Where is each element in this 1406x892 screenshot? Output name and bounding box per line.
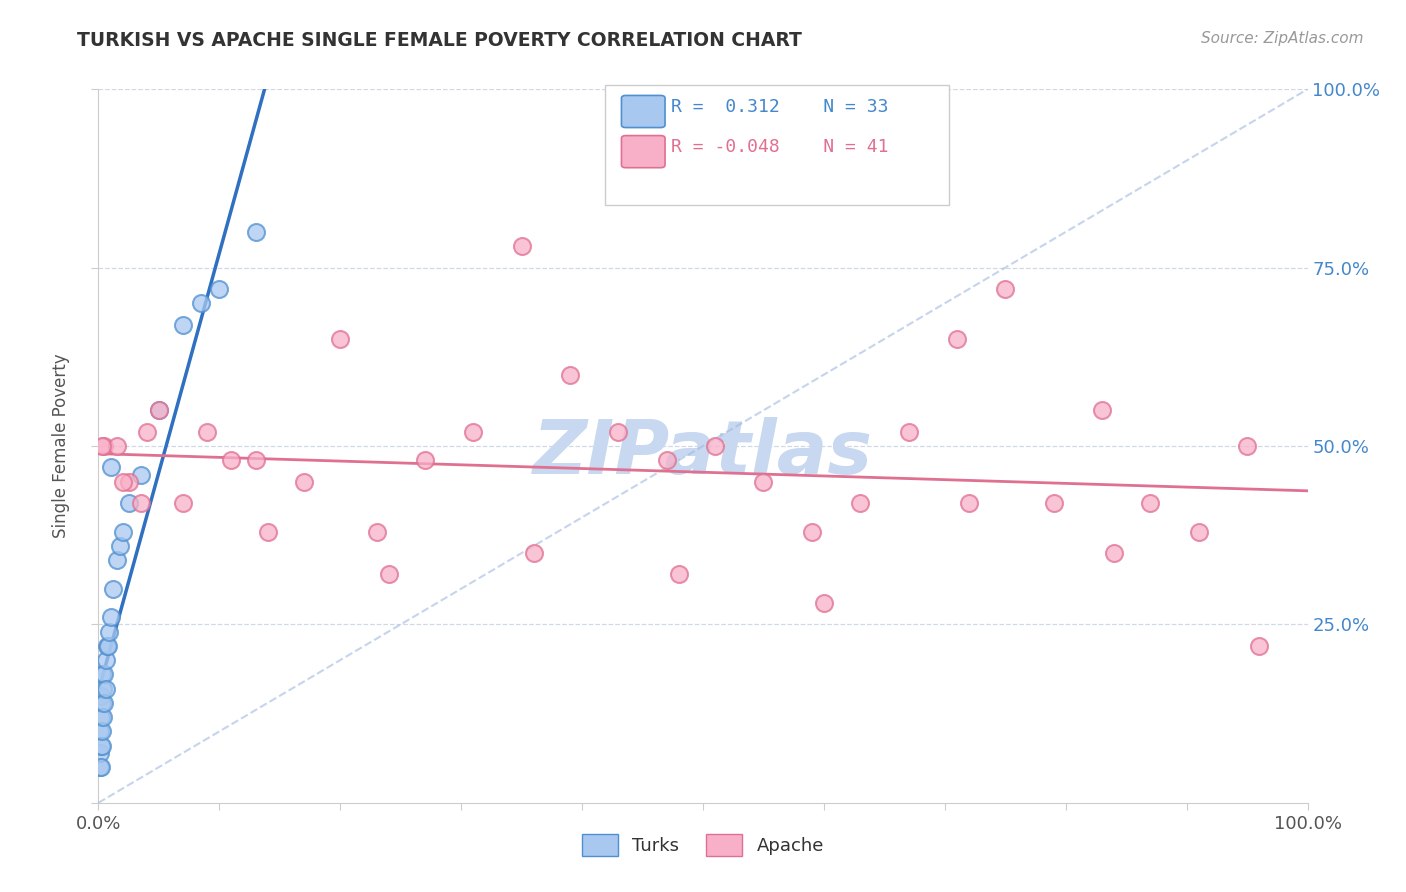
- Point: [256, 524, 278, 539]
- Point: [129, 496, 152, 510]
- Point: [1236, 439, 1258, 453]
- Point: [98, 624, 121, 639]
- Point: [897, 425, 920, 439]
- Point: [100, 460, 122, 475]
- Point: [221, 453, 243, 467]
- Point: [118, 475, 141, 489]
- Point: [108, 539, 131, 553]
- Point: [1102, 546, 1125, 560]
- Point: [90, 760, 112, 774]
- Point: [366, 524, 388, 539]
- Point: [91, 681, 114, 696]
- Point: [93, 439, 115, 453]
- Point: [813, 596, 835, 610]
- Point: [292, 475, 315, 489]
- Point: [90, 689, 112, 703]
- Point: [994, 282, 1017, 296]
- Point: [91, 696, 114, 710]
- Point: [91, 724, 114, 739]
- Point: [172, 318, 194, 332]
- Point: [172, 496, 194, 510]
- Y-axis label: Single Female Poverty: Single Female Poverty: [52, 354, 70, 538]
- Point: [97, 639, 120, 653]
- Point: [105, 439, 128, 453]
- Point: [129, 467, 152, 482]
- Point: [90, 710, 112, 724]
- Text: R =  0.312    N = 33: R = 0.312 N = 33: [671, 98, 889, 116]
- Point: [111, 524, 134, 539]
- Text: ZIPatlas: ZIPatlas: [533, 417, 873, 490]
- Point: [1139, 496, 1161, 510]
- Point: [96, 639, 118, 653]
- Point: [413, 453, 436, 467]
- Point: [195, 425, 218, 439]
- Text: R = -0.048    N = 41: R = -0.048 N = 41: [671, 138, 889, 156]
- Point: [89, 724, 111, 739]
- Point: [89, 760, 111, 774]
- Point: [94, 653, 117, 667]
- Point: [1091, 403, 1114, 417]
- Point: [93, 696, 115, 710]
- Point: [93, 667, 115, 681]
- Point: [245, 453, 267, 467]
- Legend: Turks, Apache: Turks, Apache: [572, 825, 834, 865]
- Point: [91, 667, 114, 681]
- Point: [208, 282, 231, 296]
- Point: [135, 425, 157, 439]
- Point: [849, 496, 872, 510]
- Point: [1188, 524, 1211, 539]
- Point: [752, 475, 775, 489]
- Point: [91, 739, 114, 753]
- Point: [148, 403, 170, 417]
- Point: [463, 425, 485, 439]
- Point: [100, 610, 122, 624]
- Point: [190, 296, 212, 310]
- Point: [523, 546, 546, 560]
- Point: [558, 368, 581, 382]
- Point: [94, 681, 117, 696]
- Point: [946, 332, 969, 346]
- Point: [101, 582, 124, 596]
- Point: [704, 439, 727, 453]
- Point: [89, 746, 111, 760]
- Point: [105, 553, 128, 567]
- Text: TURKISH VS APACHE SINGLE FEMALE POVERTY CORRELATION CHART: TURKISH VS APACHE SINGLE FEMALE POVERTY …: [77, 31, 803, 50]
- Point: [148, 403, 170, 417]
- Point: [91, 439, 114, 453]
- Point: [91, 710, 114, 724]
- Point: [377, 567, 399, 582]
- Point: [510, 239, 533, 253]
- Point: [607, 425, 630, 439]
- Point: [1042, 496, 1064, 510]
- Point: [1249, 639, 1271, 653]
- Point: [957, 496, 980, 510]
- Point: [668, 567, 690, 582]
- Point: [245, 225, 267, 239]
- Point: [655, 453, 678, 467]
- Point: [800, 524, 823, 539]
- Point: [111, 475, 134, 489]
- Point: [118, 496, 141, 510]
- Point: [90, 739, 112, 753]
- Point: [329, 332, 352, 346]
- Text: Source: ZipAtlas.com: Source: ZipAtlas.com: [1201, 31, 1364, 46]
